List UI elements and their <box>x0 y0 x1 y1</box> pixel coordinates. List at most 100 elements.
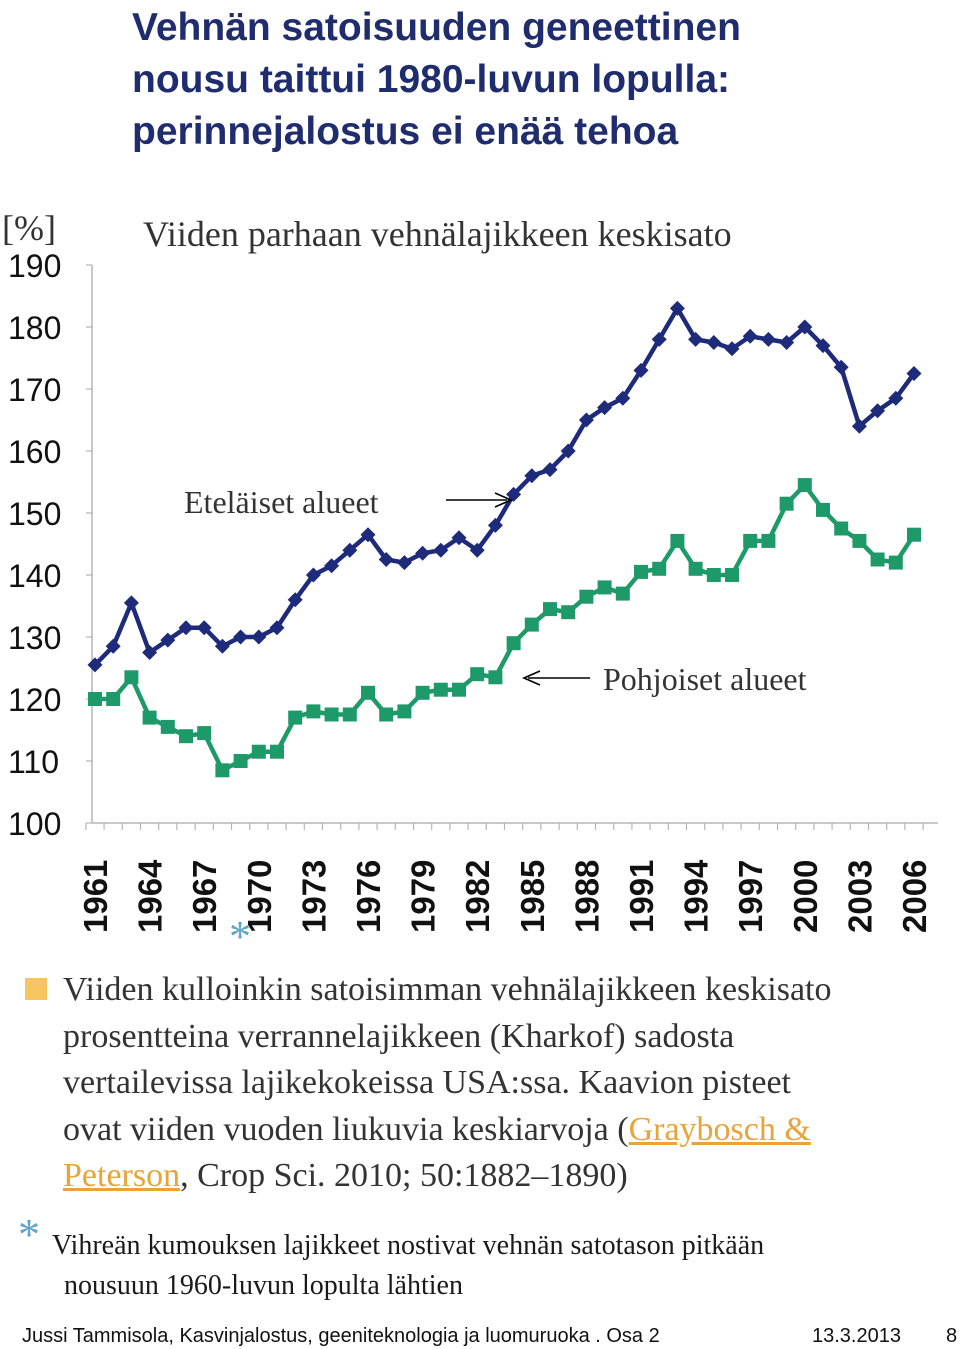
x-axis: 1961 1964 1967 1970 1973 1976 1979 1982 1985 1988… <box>77 859 933 933</box>
x-tick-label: 1982 <box>459 860 496 933</box>
title-line-2: nousu taittui 1980-luvun lopulla: <box>132 58 731 101</box>
footer-date: 13.3.2013 <box>812 1325 901 1347</box>
data-point <box>524 468 540 484</box>
data-point <box>433 542 449 558</box>
data-point <box>797 478 812 493</box>
data-point <box>816 502 830 517</box>
data-point <box>669 300 685 316</box>
asterisk-note-marker: * <box>18 1210 40 1259</box>
x-tick-label: 1967 <box>186 860 223 933</box>
data-point <box>742 328 758 344</box>
data-point <box>451 530 467 546</box>
y-axis: 100 110 120 130 140 150 160 170 180 190 <box>8 248 61 842</box>
series-line <box>93 306 916 667</box>
data-point <box>361 685 375 700</box>
x-tick-label: 2003 <box>841 860 878 933</box>
data-point <box>561 605 576 620</box>
annotation-north: Pohjoiset alueet <box>603 661 807 697</box>
data-point <box>305 567 321 583</box>
reference-link-part-2[interactable]: Peterson <box>63 1157 181 1194</box>
data-point <box>124 670 139 685</box>
data-point <box>342 707 357 722</box>
slide-footer: Jussi Tammisola, Kasvinjalostus, geenite… <box>22 1323 957 1349</box>
x-tick-label: 1979 <box>405 860 442 933</box>
series-south <box>87 300 922 673</box>
data-point <box>433 682 448 697</box>
footer-author: Jussi Tammisola, Kasvinjalostus, geenite… <box>22 1325 660 1347</box>
asterisk-chart-marker: * <box>229 912 251 961</box>
data-point <box>615 586 630 601</box>
data-point <box>160 632 176 648</box>
x-tick-label: 1997 <box>732 860 769 933</box>
data-point <box>888 555 903 570</box>
data-point <box>724 341 740 357</box>
y-tick-label: 140 <box>8 558 61 594</box>
data-point <box>524 617 539 632</box>
caption-line-2: prosentteina verrannelajikkeen (Kharkof)… <box>63 1017 735 1055</box>
data-point <box>215 763 230 778</box>
x-tick-label: 1988 <box>568 860 605 933</box>
reference-link-part-1[interactable]: Graybosch & <box>628 1110 811 1148</box>
data-point <box>852 533 867 548</box>
series-lines <box>87 300 922 778</box>
data-point <box>251 629 267 645</box>
caption-line-5: Peterson, Crop Sci. 2010; 50:1882–1890) <box>63 1153 948 1200</box>
data-point <box>233 754 248 768</box>
chart-title: Viiden parhaan vehnälajikkeen keskisato <box>143 214 732 254</box>
data-point <box>870 403 886 419</box>
axis-lines <box>85 264 938 830</box>
x-tick-label: 1964 <box>132 859 169 933</box>
y-tick-label: 160 <box>8 434 61 470</box>
data-point <box>833 359 849 375</box>
arrow-left-icon <box>522 670 590 686</box>
y-tick-label: 100 <box>8 806 61 842</box>
slide-title: Vehnän satoisuuden geneettinen nousu tai… <box>132 2 932 158</box>
data-point <box>670 533 685 548</box>
data-point <box>196 620 212 636</box>
data-point <box>378 552 394 567</box>
data-point <box>542 462 558 478</box>
data-point <box>306 704 321 719</box>
data-point <box>688 331 704 347</box>
data-point <box>543 602 557 617</box>
y-tick-label: 170 <box>8 372 61 408</box>
data-point <box>360 527 376 543</box>
data-point <box>251 744 266 759</box>
y-tick-label: 130 <box>8 620 61 656</box>
data-point <box>870 552 885 567</box>
y-tick-label: 190 <box>8 248 61 284</box>
data-point <box>452 682 466 697</box>
data-point <box>197 726 212 741</box>
data-point <box>179 729 193 744</box>
data-point <box>488 670 503 685</box>
data-point <box>87 657 103 673</box>
data-point <box>324 707 339 722</box>
data-point <box>397 704 412 719</box>
footnote-line-2: nousuun 1960-luvun lopulta lähtien <box>64 1270 463 1301</box>
data-point <box>633 362 649 378</box>
data-point <box>579 589 594 604</box>
data-point <box>815 338 831 354</box>
data-point <box>651 331 667 347</box>
data-point <box>506 486 522 502</box>
x-tick-label: 1961 <box>77 860 114 933</box>
caption-line-5-text: , Crop Sci. 2010; 50:1882–1890) <box>180 1157 628 1194</box>
data-point <box>415 545 431 561</box>
series-north <box>88 478 921 778</box>
caption-line-4-text: ovat viiden vuoden liukuvia keskiarvoja … <box>63 1110 629 1148</box>
y-tick-label: 120 <box>8 682 61 718</box>
chart-header: [%] Viiden parhaan vehnälajikkeen keskis… <box>2 208 732 254</box>
data-point <box>233 629 249 645</box>
data-point <box>214 638 230 654</box>
data-point <box>706 568 721 582</box>
x-tick-label: 1973 <box>295 860 332 933</box>
title-line-3: perinnejalostus ei enää tehoa <box>132 110 679 153</box>
data-point <box>342 542 358 558</box>
x-tick-label: 1985 <box>514 860 551 933</box>
data-point <box>578 412 594 428</box>
data-point <box>907 527 921 542</box>
data-point <box>287 592 303 608</box>
data-point <box>688 561 703 576</box>
annotation-south: Eteläiset alueet <box>184 484 379 520</box>
x-tick-label: 2006 <box>896 860 933 933</box>
